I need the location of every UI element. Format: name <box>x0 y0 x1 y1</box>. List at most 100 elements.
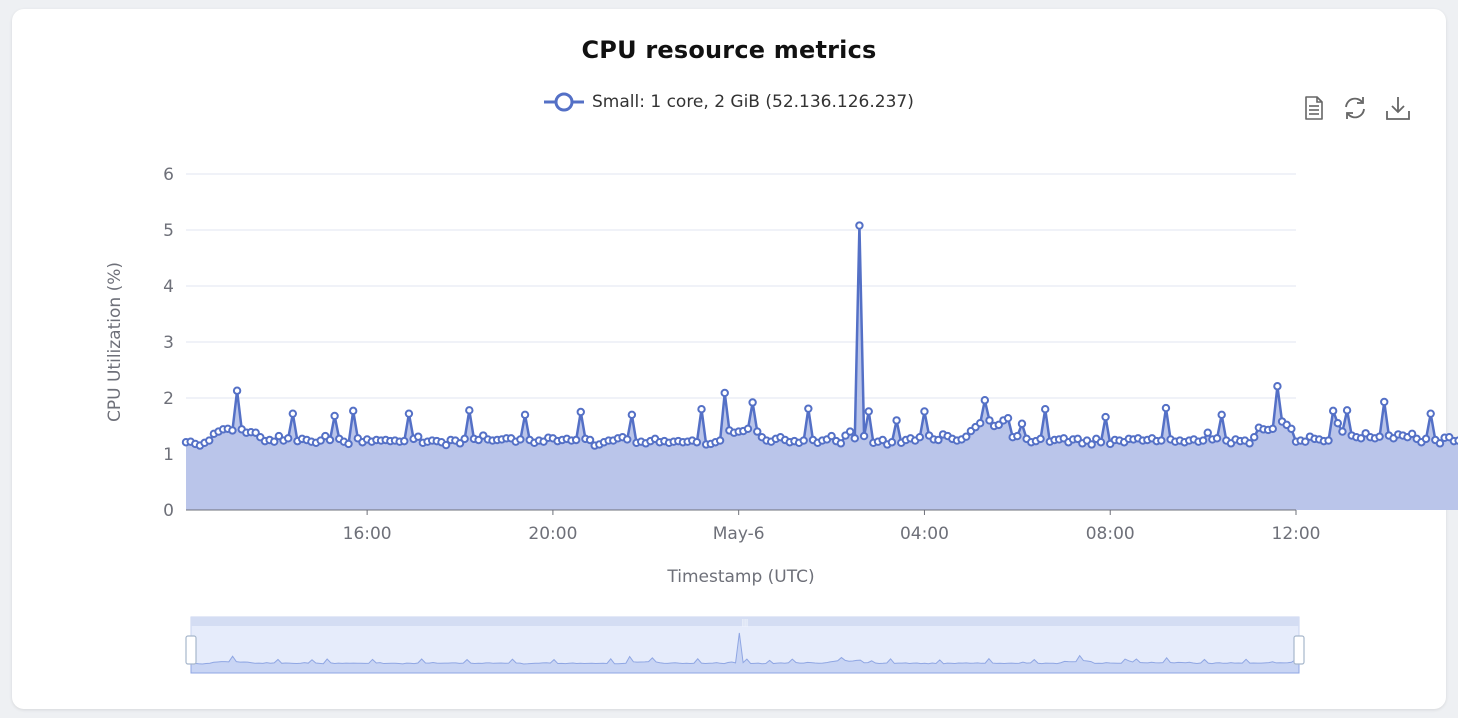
data-point <box>1245 439 1254 448</box>
x-tick-label: 12:00 <box>1272 524 1321 544</box>
zoom-mini-series <box>190 632 1300 674</box>
series-points <box>181 221 1458 450</box>
data-point <box>980 396 990 405</box>
download-icon <box>1386 97 1410 120</box>
data-point <box>349 406 358 416</box>
data-point <box>585 435 595 445</box>
y-tick-label: 2 <box>163 389 174 409</box>
data-point <box>325 435 335 445</box>
data-point <box>804 404 813 413</box>
data-point <box>850 434 859 443</box>
data-point <box>1203 428 1212 437</box>
data-point <box>715 436 725 445</box>
data-point <box>962 432 971 441</box>
legend-label: Small: 1 core, 2 GiB (52.136.126.237) <box>592 92 914 112</box>
data-point <box>1338 427 1347 436</box>
x-tick-label: May-6 <box>713 524 765 544</box>
y-tick-label: 4 <box>163 277 174 297</box>
data-point <box>441 440 451 450</box>
data-point <box>205 436 214 445</box>
data-zoom-slider[interactable]: ||| <box>185 616 1305 674</box>
data-point <box>520 410 530 419</box>
restore-icon <box>1345 97 1365 119</box>
data-point <box>859 431 869 441</box>
data-point <box>799 436 808 445</box>
data-point <box>1375 432 1384 441</box>
data-point <box>1003 413 1013 423</box>
x-tick-label: 16:00 <box>343 524 392 544</box>
data-point <box>1198 436 1208 445</box>
data-point <box>400 436 409 446</box>
data-point <box>1157 436 1166 445</box>
data-point <box>283 434 293 443</box>
zoom-handle-left[interactable] <box>185 635 197 665</box>
x-tick-label: 08:00 <box>1086 524 1135 544</box>
data-point <box>232 386 242 395</box>
x-axis-label: Timestamp (UTC) <box>666 567 814 587</box>
data-point <box>1287 424 1296 433</box>
data-view-icon <box>1305 96 1323 120</box>
data-point <box>934 435 943 445</box>
legend-item[interactable]: Small: 1 core, 2 GiB (52.136.126.237) <box>544 90 914 114</box>
data-point <box>465 406 474 415</box>
restore-button[interactable] <box>1341 94 1369 122</box>
data-point <box>1407 429 1417 439</box>
data-point <box>404 409 414 418</box>
data-point <box>1017 419 1027 428</box>
data-point <box>576 407 585 417</box>
series-area <box>185 224 1458 510</box>
data-point <box>623 435 632 444</box>
data-point <box>1333 419 1343 428</box>
data-point <box>1421 434 1431 444</box>
data-point <box>720 388 729 398</box>
data-point <box>1454 436 1458 445</box>
data-point <box>692 438 702 447</box>
data-point <box>1041 405 1050 414</box>
data-point <box>330 411 339 421</box>
y-tick-label: 1 <box>163 445 174 465</box>
data-point <box>1212 434 1222 443</box>
data-point <box>1342 406 1352 415</box>
data-point <box>1380 397 1389 407</box>
data-point <box>571 435 581 445</box>
data-point <box>1101 412 1110 422</box>
data-point <box>1328 406 1338 416</box>
data-point <box>920 407 929 416</box>
data-point <box>1426 409 1435 418</box>
legend-line-circle-icon <box>544 92 584 112</box>
data-point <box>1250 433 1259 442</box>
data-point <box>748 398 757 407</box>
y-tick-label: 6 <box>163 165 174 185</box>
data-point <box>1435 439 1445 448</box>
axes: 0 1 2 3 4 5 6 16:00 20:00 May-6 04:00 08:00 12:00 <box>163 165 1320 544</box>
zoom-grip-icon: ||| <box>742 618 748 627</box>
data-point <box>1096 438 1106 447</box>
data-point <box>1356 434 1366 443</box>
data-point <box>1036 434 1045 444</box>
y-axis-label: CPU Utilization (%) <box>105 262 125 422</box>
data-point <box>836 439 846 448</box>
y-tick-label: 0 <box>163 501 174 521</box>
data-point <box>855 221 864 230</box>
data-point <box>414 432 423 441</box>
data-point <box>753 427 762 436</box>
series-area-fill <box>186 225 1458 510</box>
download-button[interactable] <box>1384 94 1412 122</box>
data-point <box>460 434 469 444</box>
chart-card <box>12 9 1446 709</box>
data-point <box>270 437 279 446</box>
data-point <box>827 431 836 441</box>
data-view-button[interactable] <box>1300 94 1328 122</box>
data-point <box>1013 431 1022 441</box>
data-point <box>985 416 994 425</box>
data-point <box>1301 437 1310 446</box>
data-point <box>892 416 901 425</box>
series-line <box>185 224 1458 447</box>
data-point <box>1273 382 1282 391</box>
y-tick-label: 3 <box>163 333 174 353</box>
zoom-handle-right[interactable] <box>1293 635 1305 665</box>
data-point <box>228 426 237 435</box>
data-point <box>1217 410 1226 419</box>
data-point <box>864 407 873 416</box>
